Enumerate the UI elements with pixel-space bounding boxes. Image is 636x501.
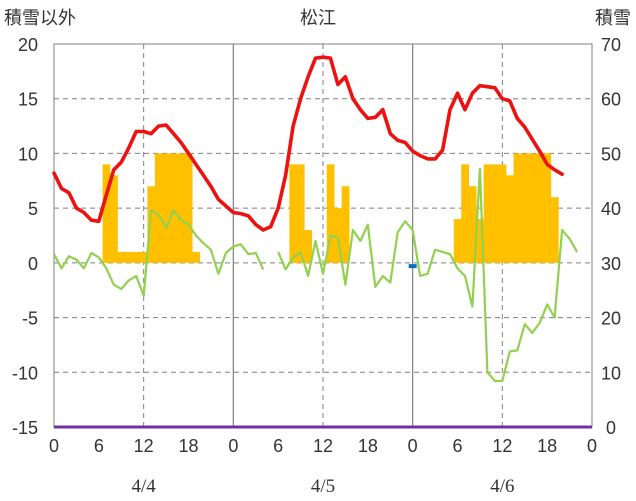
precipitation-bar [550,197,559,263]
precipitation-bar [535,153,544,263]
precipitation-bar [491,164,499,263]
temperature-line [52,55,564,232]
precipitation-bar [296,164,305,263]
x-tick-label: 6 [273,436,283,456]
precipitation-bar [334,208,342,263]
precipitation-bar [476,219,484,263]
left-tick-label: -5 [22,309,38,329]
x-tick-label: 18 [178,436,198,456]
precipitation-bar [468,186,477,263]
precipitation-bar [304,230,313,263]
left-tick-label: 15 [18,90,38,110]
precipitation-bar [139,251,148,263]
precipitation-bar [154,153,163,263]
precipitation-bar [543,153,552,263]
left-tick-label: -10 [12,363,38,383]
precipitation-bar [192,251,201,263]
x-tick-label: 0 [587,436,597,456]
right-tick-label: 40 [601,199,621,219]
x-tick-label: 6 [94,436,104,456]
wind-line [277,167,579,383]
x-tick-label: 12 [492,436,512,456]
right-tick-label: 60 [601,90,621,110]
right-tick-label: 20 [601,309,621,329]
left-tick-label: 0 [28,254,38,274]
precipitation-bar [102,164,111,263]
x-tick-label: 12 [134,436,154,456]
right-tick-label: 10 [601,363,621,383]
x-tick-label: 18 [358,436,378,456]
left-tick-label: 10 [18,144,38,164]
wind-line [53,209,265,297]
data-marker [408,264,417,269]
x-tick-label: 0 [228,436,238,456]
x-tick-label: 6 [452,436,462,456]
x-tick-label: 0 [49,436,59,456]
precipitation-bar [132,251,141,263]
precipitation-bar [513,153,522,263]
right-tick-label: 0 [606,418,616,438]
precipitation-bar [169,153,178,263]
chart-title: 松江 [300,8,336,28]
right-tick-label: 30 [601,254,621,274]
date-label: 4/4 [132,476,157,497]
x-tick-label: 12 [313,436,333,456]
precipitation-bars [102,153,559,263]
precipitation-bar [117,251,126,263]
precipitation-bar [124,251,133,263]
x-tick-label: 18 [537,436,557,456]
chart-series [52,55,592,429]
precipitation-bar [177,153,186,263]
precipitation-bar [498,164,507,263]
date-label: 4/5 [311,476,335,497]
right-axis-title: 積雪 [595,8,631,28]
right-tick-label: 70 [601,35,621,55]
precipitation-bar [506,175,514,263]
precipitation-bar [453,219,462,263]
precipitation-bar [184,153,193,263]
right-tick-label: 50 [601,144,621,164]
precipitation-bar [528,153,537,263]
chart-grid [54,44,592,427]
date-labels: 4/4 4/5 4/6 [132,476,515,497]
left-tick-label: -15 [12,418,38,438]
precipitation-bar [341,186,350,263]
precipitation-bar [110,175,118,263]
left-tick-label: 20 [18,35,38,55]
precipitation-bar [461,164,470,263]
precipitation-bar [483,164,492,263]
precipitation-bar [147,186,156,263]
precipitation-bar [326,164,335,263]
date-label: 4/6 [490,476,514,497]
left-axis-title: 積雪以外 [4,8,76,28]
precipitation-bar [289,164,298,263]
left-tick-label: 5 [28,199,38,219]
x-tick-label: 0 [408,436,418,456]
precipitation-bar [162,153,171,263]
precipitation-bar [521,153,529,263]
